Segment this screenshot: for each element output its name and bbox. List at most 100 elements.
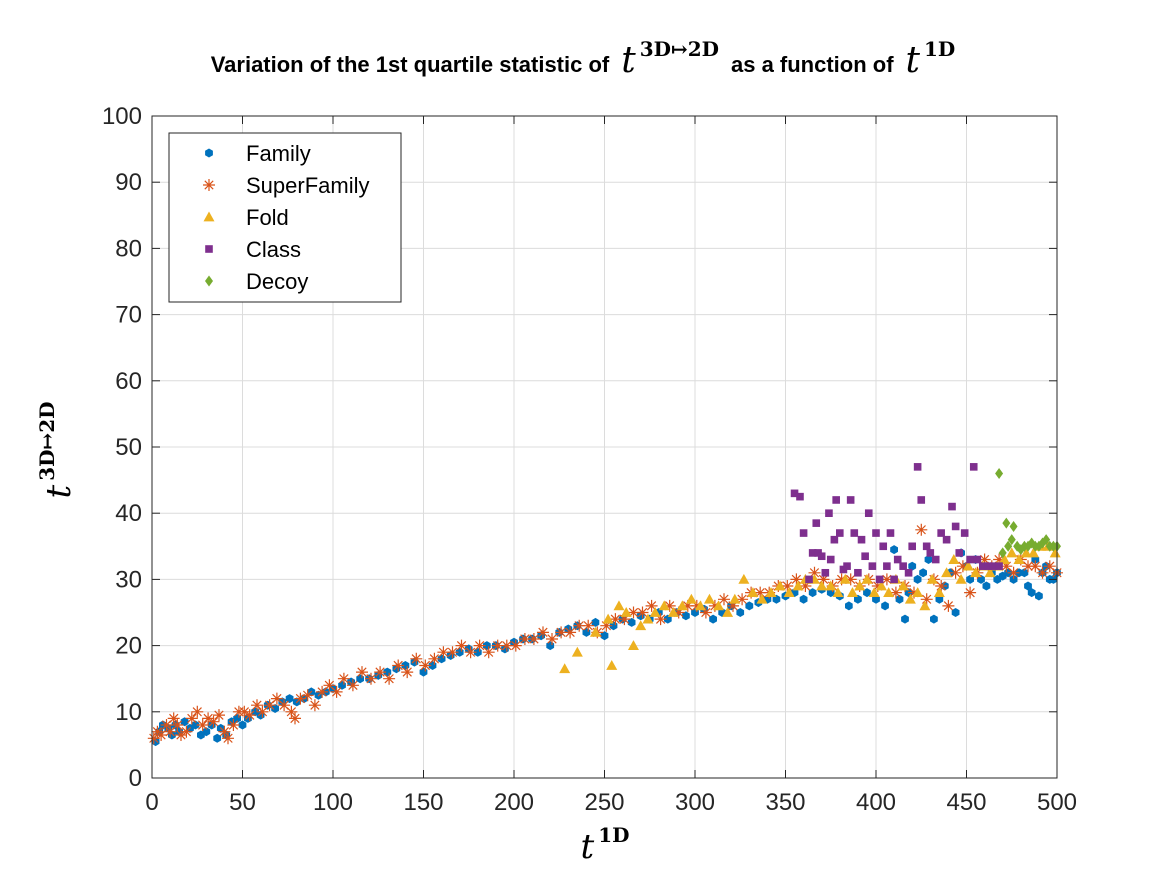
point-class xyxy=(886,529,895,537)
point-family xyxy=(919,568,927,578)
point-decoy xyxy=(1042,534,1051,546)
point-fold xyxy=(703,593,715,604)
point-class xyxy=(960,529,969,537)
point-superfamily xyxy=(600,619,613,632)
title-y-symbol: t xyxy=(621,40,636,81)
point-superfamily xyxy=(155,729,168,741)
point-family xyxy=(1009,574,1018,584)
point-family xyxy=(895,594,904,604)
legend-item-superfamily: SuperFamily xyxy=(203,173,369,198)
point-superfamily xyxy=(871,580,884,592)
point-fold xyxy=(559,663,571,674)
y-tick-label: 30 xyxy=(115,566,142,593)
point-family xyxy=(951,608,960,617)
point-class xyxy=(904,568,913,577)
point-superfamily xyxy=(835,573,848,586)
series-superfamily xyxy=(147,523,1063,745)
point-fold xyxy=(861,573,873,584)
point-class xyxy=(883,562,891,570)
point-superfamily xyxy=(316,685,329,698)
point-superfamily xyxy=(790,573,803,586)
point-family xyxy=(854,594,862,604)
point-superfamily xyxy=(446,646,459,659)
point-fold xyxy=(627,640,639,650)
point-class xyxy=(821,568,830,577)
point-superfamily xyxy=(356,666,368,679)
point-superfamily xyxy=(191,705,204,718)
point-fold xyxy=(883,587,895,598)
legend-item-decoy: Decoy xyxy=(205,269,308,294)
x-tick-label: 150 xyxy=(403,789,443,816)
point-fold xyxy=(962,560,974,571)
point-superfamily xyxy=(935,580,948,592)
point-superfamily xyxy=(428,652,441,665)
point-superfamily xyxy=(978,553,991,566)
point-class xyxy=(850,529,859,537)
y-tick-label: 80 xyxy=(115,235,142,262)
point-family xyxy=(736,608,745,617)
point-fold xyxy=(941,567,953,578)
point-superfamily xyxy=(256,705,269,718)
point-fold xyxy=(1049,547,1061,558)
point-decoy xyxy=(998,547,1007,559)
legend-label: Decoy xyxy=(246,269,308,294)
point-family xyxy=(799,594,808,604)
legend-label: Class xyxy=(246,237,301,262)
point-family xyxy=(935,594,944,604)
point-class xyxy=(817,552,826,561)
point-superfamily xyxy=(1000,560,1013,573)
legend-marker-fold xyxy=(203,211,215,222)
point-superfamily xyxy=(942,599,955,612)
point-superfamily xyxy=(185,712,198,725)
x-tick-label: 400 xyxy=(856,789,896,816)
point-superfamily xyxy=(270,692,283,705)
point-fold xyxy=(685,593,697,604)
point-superfamily xyxy=(518,633,531,645)
point-class xyxy=(790,489,799,498)
point-superfamily xyxy=(278,699,291,712)
point-fold xyxy=(926,573,938,584)
y-tick-label: 100 xyxy=(102,103,142,130)
point-fold xyxy=(948,554,960,564)
point-class xyxy=(955,549,964,557)
point-family xyxy=(600,631,609,641)
y-axis-label: t 3D↦2D xyxy=(35,402,79,499)
point-fold xyxy=(984,567,996,578)
title-y-superscript: 3D↦2D xyxy=(640,37,719,61)
point-family xyxy=(908,561,917,571)
point-decoy xyxy=(1007,534,1016,546)
point-class xyxy=(893,555,902,564)
point-superfamily xyxy=(383,672,396,685)
title-middle: as a function of xyxy=(731,52,894,77)
point-fold xyxy=(970,567,982,578)
point-superfamily xyxy=(289,712,301,725)
point-superfamily xyxy=(964,586,977,599)
point-class xyxy=(913,463,922,471)
point-superfamily xyxy=(1043,560,1056,573)
point-fold xyxy=(713,600,725,611)
series-fold xyxy=(559,540,1061,674)
point-class xyxy=(973,555,982,564)
point-superfamily xyxy=(171,719,184,731)
point-superfamily xyxy=(754,586,767,599)
point-fold xyxy=(676,600,688,611)
legend-marker-class xyxy=(205,245,213,253)
point-class xyxy=(832,496,840,504)
point-fold xyxy=(933,587,945,598)
point-class xyxy=(931,555,940,564)
point-family xyxy=(1035,591,1043,601)
point-family xyxy=(901,614,909,624)
point-superfamily xyxy=(500,639,513,652)
point-fold xyxy=(635,620,647,631)
point-superfamily xyxy=(337,672,350,685)
point-superfamily xyxy=(808,566,821,579)
point-superfamily xyxy=(491,639,504,652)
y-tick-label: 70 xyxy=(115,302,142,329)
legend-marker-superfamily xyxy=(203,179,215,191)
point-class xyxy=(879,542,888,551)
point-fold xyxy=(649,607,661,617)
point-superfamily xyxy=(392,659,405,672)
point-fold xyxy=(658,600,670,611)
point-superfamily xyxy=(301,689,314,702)
x-tick-label: 100 xyxy=(313,789,353,816)
